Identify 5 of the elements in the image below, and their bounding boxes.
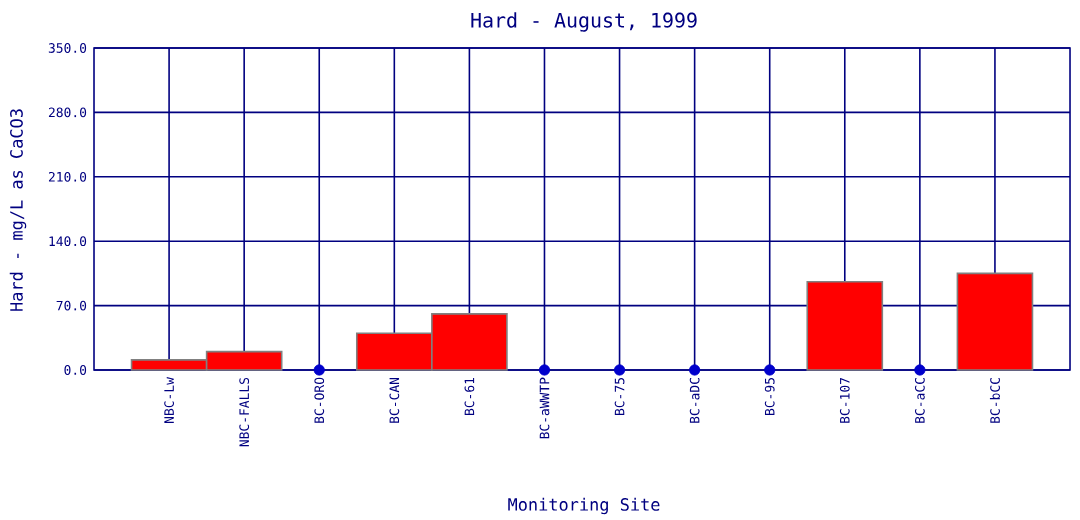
y-axis-title: Hard - mg/L as CaCO3: [9, 109, 27, 311]
bar: [956, 272, 1034, 371]
bar: [806, 280, 884, 371]
x-axis-title: Monitoring Site: [508, 497, 660, 515]
chart-title: Hard - August, 1999: [471, 12, 697, 32]
